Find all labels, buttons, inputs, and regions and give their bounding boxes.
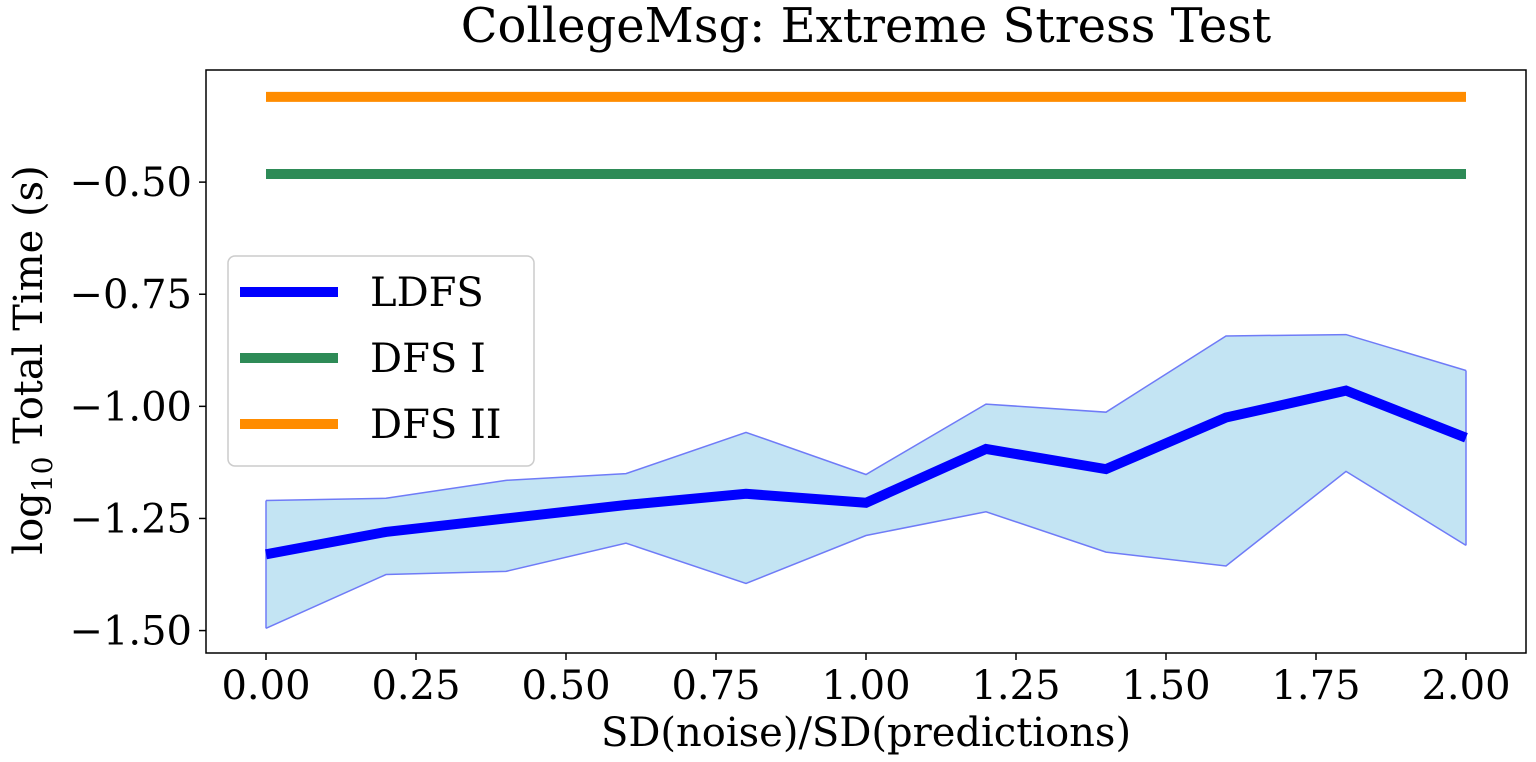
chart-title: CollegeMsg: Extreme Stress Test [461,0,1271,54]
x-axis: 0.00 0.25 0.50 0.75 1.00 1.25 1.50 1.75 2.00 [221,653,1511,709]
x-tick-label: 0.50 [521,663,610,709]
x-tick-label: 0.25 [371,663,460,709]
x-tick-label: 2.00 [1421,663,1510,709]
y-axis: −1.50 −1.25 −1.00 −0.75 −0.50 [69,160,206,655]
ldfs-band-upper [265,333,1467,502]
series-line-ldfs [265,385,1468,560]
x-tick-label: 1.00 [821,663,910,709]
ldfs-band [266,334,1466,629]
legend-label-dfs-ii: DFS II [370,402,502,448]
x-tick-label: 1.25 [971,663,1060,709]
y-tick-label: −1.00 [69,384,192,430]
legend-label-ldfs: LDFS [370,270,484,316]
legend-frame [227,255,535,467]
x-tick-label: 1.75 [1271,663,1360,709]
y-axis-label: log10 Total Time (s) [6,165,59,554]
plot-area [205,69,1527,654]
y-tick-label: −0.50 [69,160,192,206]
y-tick-label: −1.25 [69,496,192,542]
y-tick-label: −0.75 [69,272,192,318]
x-tick-label: 1.50 [1121,663,1210,709]
legend-label-dfs-i: DFS I [370,336,486,382]
x-tick-label: 0.75 [671,663,760,709]
ldfs-band-lower [265,470,1467,630]
y-tick-label: −1.50 [69,609,192,655]
x-axis-label: SD(noise)/SD(predictions) [601,710,1131,756]
legend: LDFS DFS I DFS II [227,255,535,467]
confidence-band-layer [265,333,1467,630]
x-tick-label: 0.00 [221,663,310,709]
series-lines-layer [265,91,1468,560]
